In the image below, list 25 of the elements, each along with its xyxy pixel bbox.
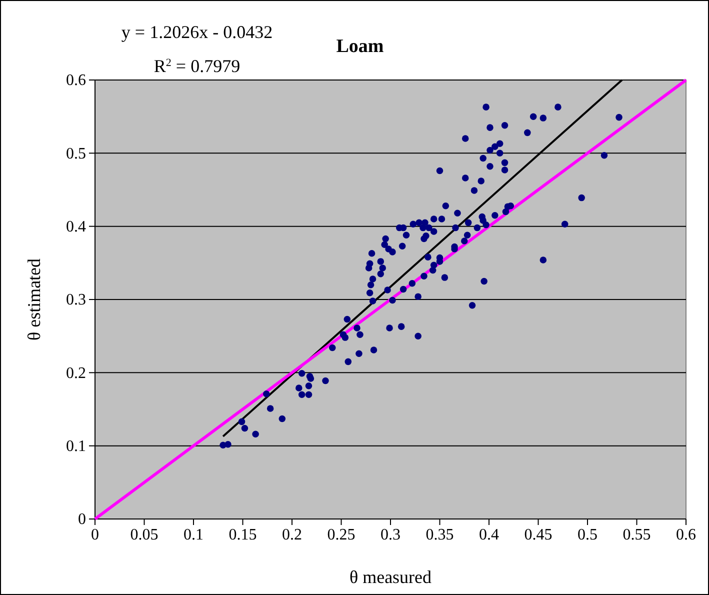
x-tick-label: 0.2: [282, 526, 302, 544]
y-tick-label: 0.5: [66, 145, 86, 162]
x-axis-title: θ measured: [349, 567, 432, 587]
x-tick-label: 0.1: [184, 526, 204, 544]
y-tick-label: 0.6: [66, 72, 86, 90]
x-tick-label: 0: [91, 526, 99, 544]
y-tick-label: 0.3: [66, 292, 86, 309]
x-tick-label: 0.05: [130, 526, 158, 544]
y-tick-label: 0: [78, 511, 86, 528]
y-tick-label: 0.4: [66, 218, 86, 236]
chart-title: Loam: [336, 36, 384, 57]
y-axis-title: θ estimated: [24, 258, 44, 341]
x-tick-label: 0.5: [578, 526, 598, 544]
x-tick-label: 0.4: [479, 526, 499, 544]
x-tick-label: 0.55: [622, 526, 651, 544]
text: R$^{2}$ = 0.7979: [154, 56, 240, 76]
x-tick-label: 0.6: [676, 526, 696, 544]
x-tick-label: 0.45: [524, 526, 552, 544]
y-tick-label: 0.1: [66, 438, 86, 455]
x-tick-label: 0.35: [426, 526, 454, 544]
x-tick-label: 0.15: [228, 526, 257, 544]
text: y = 1.2026x - 0.0432: [121, 22, 273, 42]
x-tick-label: 0.25: [327, 526, 356, 544]
x-tick-label: 0.3: [380, 526, 400, 544]
y-tick-label: 0.2: [66, 364, 86, 382]
